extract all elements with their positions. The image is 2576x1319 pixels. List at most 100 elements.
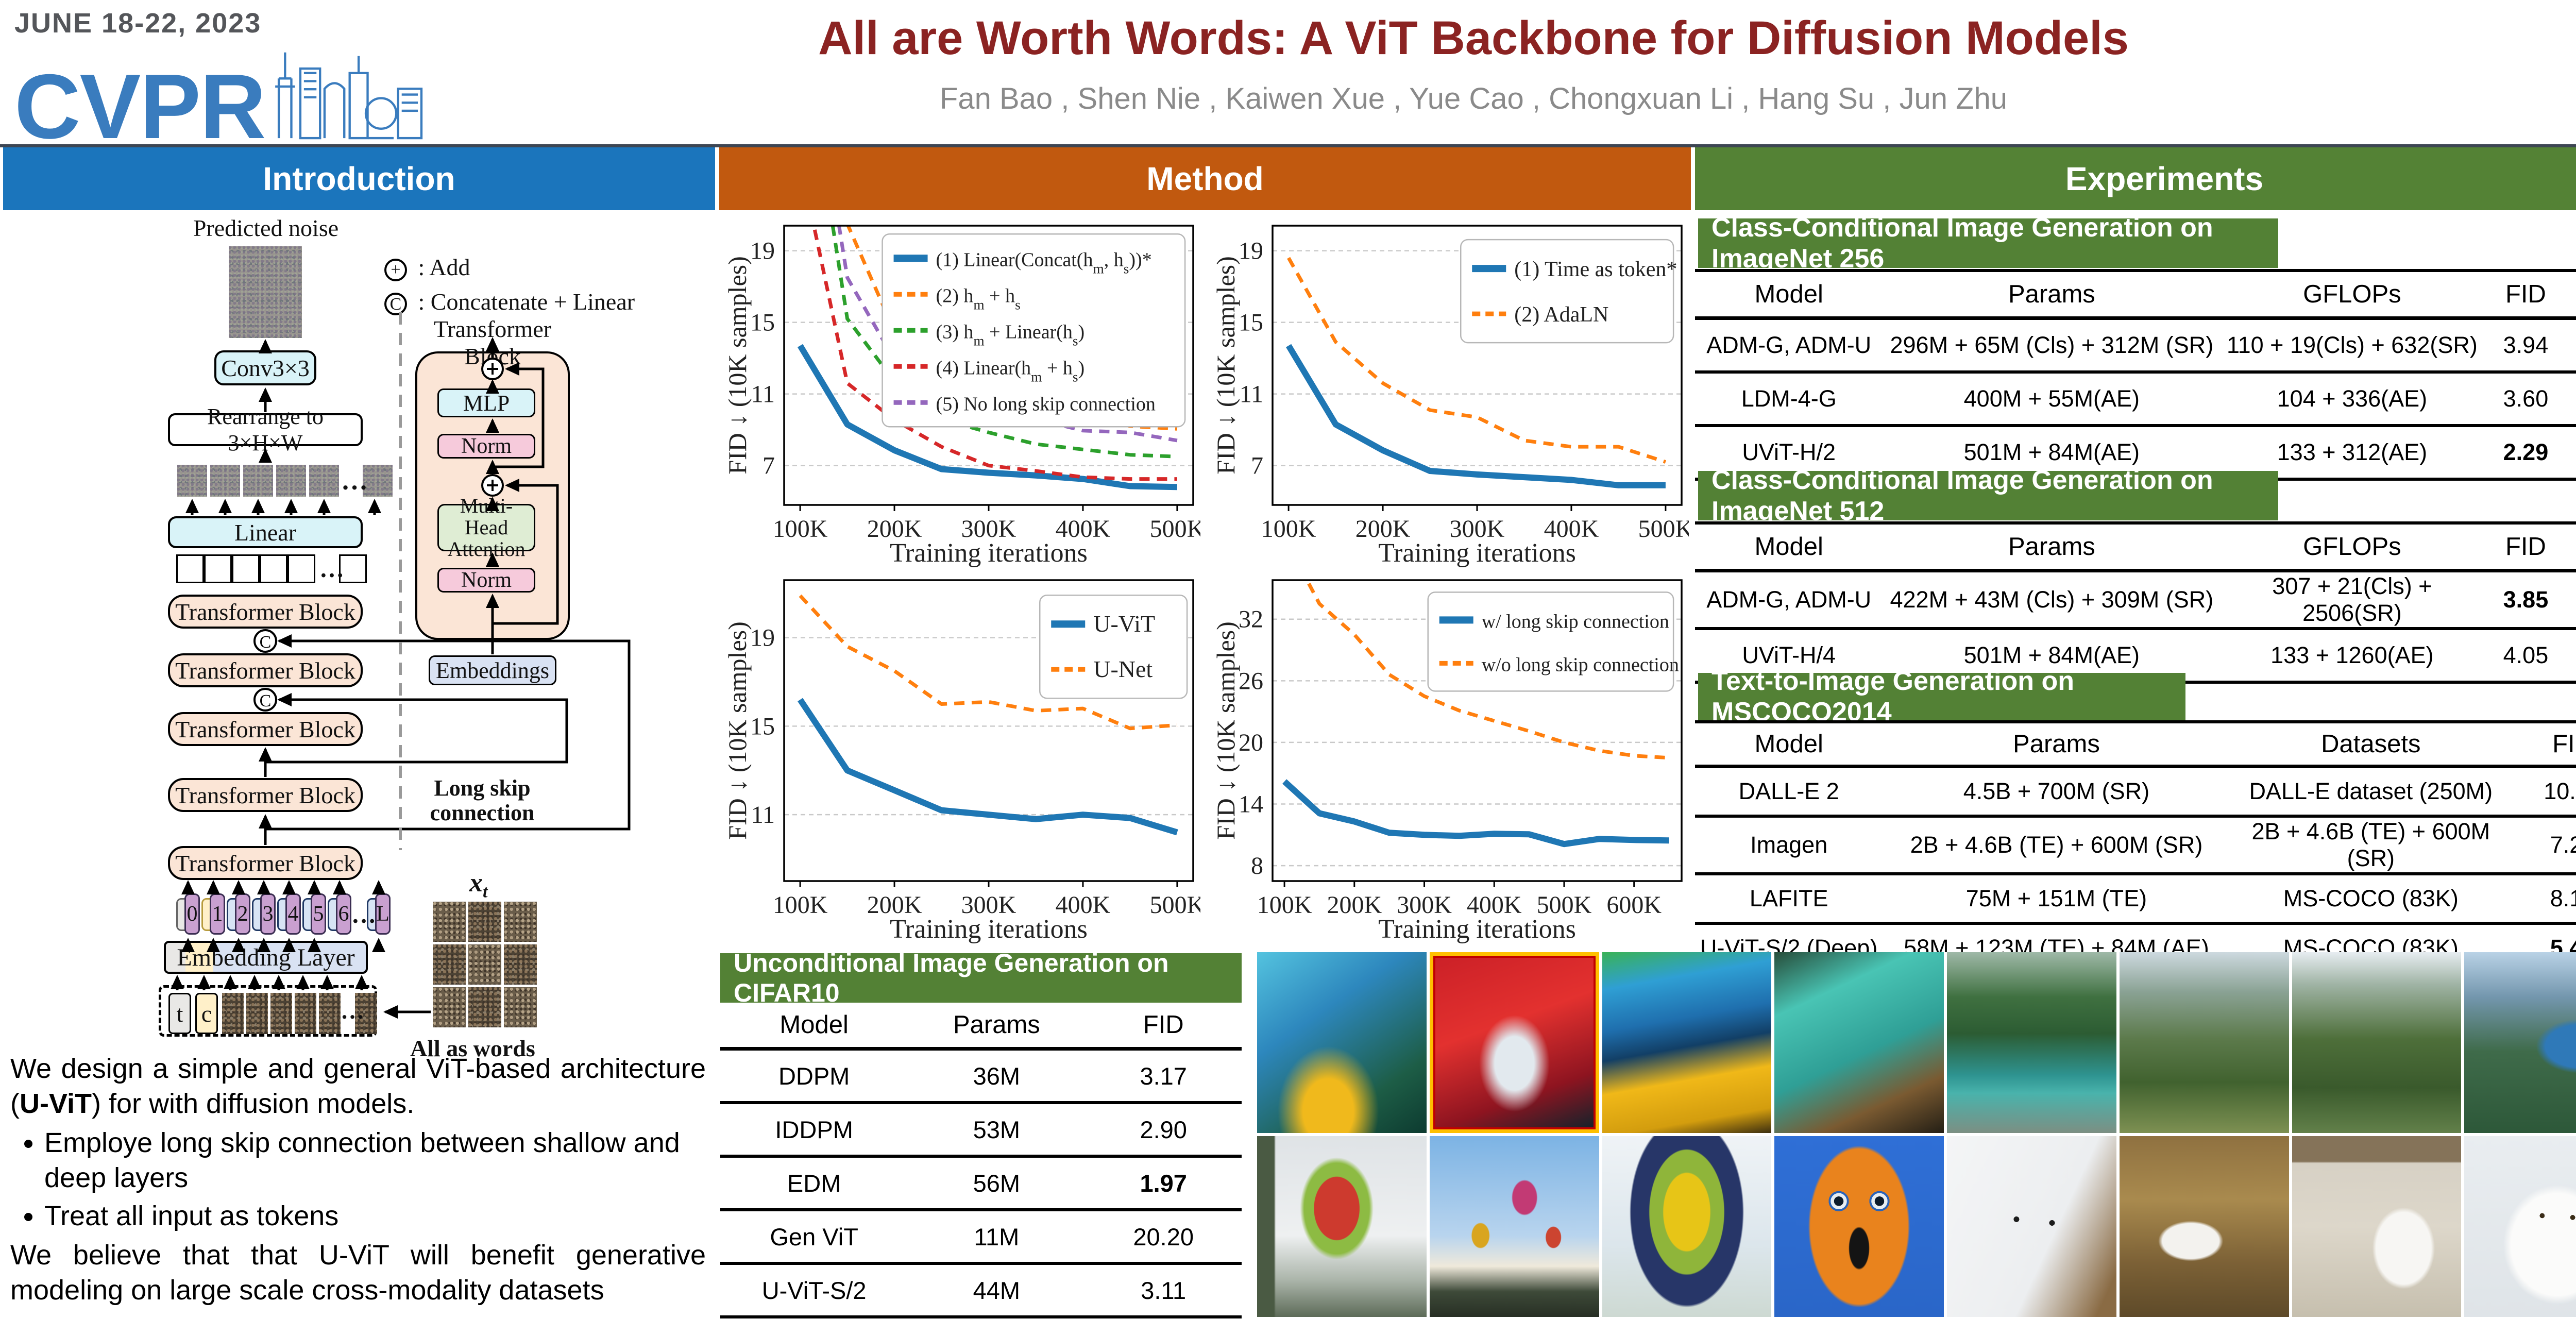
svg-text:w/o long skip connection: w/o long skip connection: [1482, 654, 1679, 675]
table-cell: 53M: [908, 1103, 1086, 1158]
norm-box: Norm: [437, 434, 535, 459]
column-header: Params: [1883, 270, 2221, 320]
input-tokens-dashed-box: t c …: [159, 985, 377, 1037]
token-index: 3: [260, 893, 276, 935]
token-slot: [232, 554, 260, 583]
time-token: t: [168, 993, 191, 1034]
ellipsis: …: [319, 555, 344, 583]
table-cell: 1.97: [1085, 1156, 1242, 1211]
svg-text:U-ViT: U-ViT: [1093, 611, 1155, 637]
svg-text:FID ↓ (10K samples): FID ↓ (10K samples): [723, 621, 752, 840]
token-pair: 4: [277, 893, 301, 937]
svg-text:(1) Time as token*: (1) Time as token*: [1514, 258, 1677, 281]
transformer-block: Transformer Block: [168, 778, 363, 812]
rearrange-box: Rearrange to 3×H×W: [168, 404, 363, 455]
generated-sample-fox3: [2292, 1136, 2462, 1317]
column-header: Params: [1883, 523, 2221, 572]
token-row: 0 1 2 3 4 5 6… L: [3, 893, 715, 937]
mscoco-table: ModelParamsDatasetsFIDDALL-E 24.5B + 700…: [1695, 720, 2576, 974]
generated-sample-fox2: [2119, 1136, 2289, 1317]
image-patch-token: [319, 993, 341, 1034]
svg-text:w/ long skip connection: w/ long skip connection: [1482, 611, 1669, 632]
table-cell: 3.60: [2483, 372, 2568, 427]
predicted-noise-image: [229, 246, 302, 338]
section-header-experiments: Experiments: [1695, 147, 2576, 210]
generated-sample-valley2: [2119, 952, 2289, 1133]
conv-box: Conv3×3: [214, 350, 316, 385]
table-row: ADM-G, ADM-U 296M + 65M (Cls) + 312M (SR)…: [1695, 318, 2576, 374]
generated-sample-balloon1: [1257, 1136, 1427, 1317]
token-index: 5: [311, 893, 326, 935]
imagenet512-table-title: Class-Conditional Image Generation on Im…: [1698, 465, 2278, 526]
token-pair: 0: [176, 893, 200, 937]
table-cell: ADM-G, ADM-U: [1695, 318, 1883, 374]
generated-sample-parrot1: [1257, 952, 1427, 1133]
generated-sample-balloon2: [1429, 1136, 1599, 1317]
svg-text:200K: 200K: [867, 515, 922, 543]
patch: [177, 465, 207, 497]
svg-text:15: 15: [1239, 309, 1263, 336]
svg-text:500K: 500K: [1537, 891, 1592, 919]
token-pair: 5: [302, 893, 326, 937]
svg-text:8: 8: [1251, 852, 1263, 880]
svg-text:C: C: [260, 691, 272, 711]
svg-text:200K: 200K: [867, 891, 922, 919]
all-as-words-label: All as words: [410, 1035, 535, 1061]
svg-text:(2) AdaLN: (2) AdaLN: [1514, 303, 1608, 327]
transformer-block-detail-title: Transformer Block: [433, 316, 552, 369]
svg-text:400K: 400K: [1056, 515, 1111, 543]
svg-text:300K: 300K: [1397, 891, 1452, 919]
table-cell: ADM-G, ADM-U: [1695, 570, 1883, 630]
xt-patch: [504, 902, 537, 942]
token-index: 2: [235, 893, 250, 935]
table-cell: U-ViT-S/2: [720, 1263, 908, 1318]
token-pair: 1: [201, 893, 225, 937]
column-header: IS: [2568, 270, 2576, 320]
conference-dates: JUNE 18-22, 2023: [14, 8, 262, 39]
image-patch-token: [246, 993, 268, 1034]
table-cell: 216: [2568, 318, 2576, 374]
table-cell: LAFITE: [1695, 874, 1883, 925]
ellipsis: …: [351, 901, 376, 928]
svg-text:U-Net: U-Net: [1093, 656, 1153, 682]
table-cell: 2.29: [2483, 426, 2568, 481]
column-header: FID: [2512, 722, 2576, 768]
table-cell: 264: [2568, 426, 2576, 481]
image-patch-token: [295, 993, 316, 1034]
token-index: 4: [285, 893, 301, 935]
generated-samples-gallery: [1257, 952, 2576, 1317]
image-patch-token: [270, 993, 292, 1034]
embeddings-box: Embeddings: [429, 655, 556, 685]
column-header: IS: [2568, 523, 2576, 572]
condition-token: c: [195, 993, 218, 1034]
ellipsis: …: [341, 997, 364, 1024]
svg-text:300K: 300K: [961, 515, 1016, 543]
add-icon: +: [384, 258, 407, 281]
table-cell: 11M: [908, 1210, 1086, 1265]
table-cell: 3.94: [2483, 318, 2568, 374]
predicted-noise-label: Predicted noise: [193, 215, 339, 241]
concat-icon: C: [253, 629, 277, 653]
table-cell: MS-COCO (83K): [2230, 874, 2512, 925]
table-row: DALL-E 2 4.5B + 700M (SR) DALL-E dataset (…: [1695, 766, 2576, 818]
svg-text:11: 11: [1240, 381, 1263, 408]
table-cell: 2B + 4.6B (TE) + 600M (SR): [2230, 816, 2512, 875]
token-index: 6: [336, 893, 351, 935]
svg-text:200K: 200K: [1327, 891, 1382, 919]
table-cell: DDPM: [720, 1049, 908, 1104]
svg-text:7: 7: [1251, 452, 1263, 480]
table-cell: 222: [2568, 570, 2576, 630]
column-header: GFLOPs: [2221, 523, 2484, 572]
table-cell: 3.85: [2483, 570, 2568, 630]
table-cell: 400M + 55M(AE): [1883, 372, 2221, 427]
svg-text:7: 7: [762, 452, 775, 480]
column-header: FID: [2483, 270, 2568, 320]
generated-sample-balloon3: [1602, 1136, 1772, 1317]
generated-sample-parrot2: [1429, 952, 1599, 1133]
token-pair: 2: [227, 893, 250, 937]
token-slot: [204, 554, 232, 583]
